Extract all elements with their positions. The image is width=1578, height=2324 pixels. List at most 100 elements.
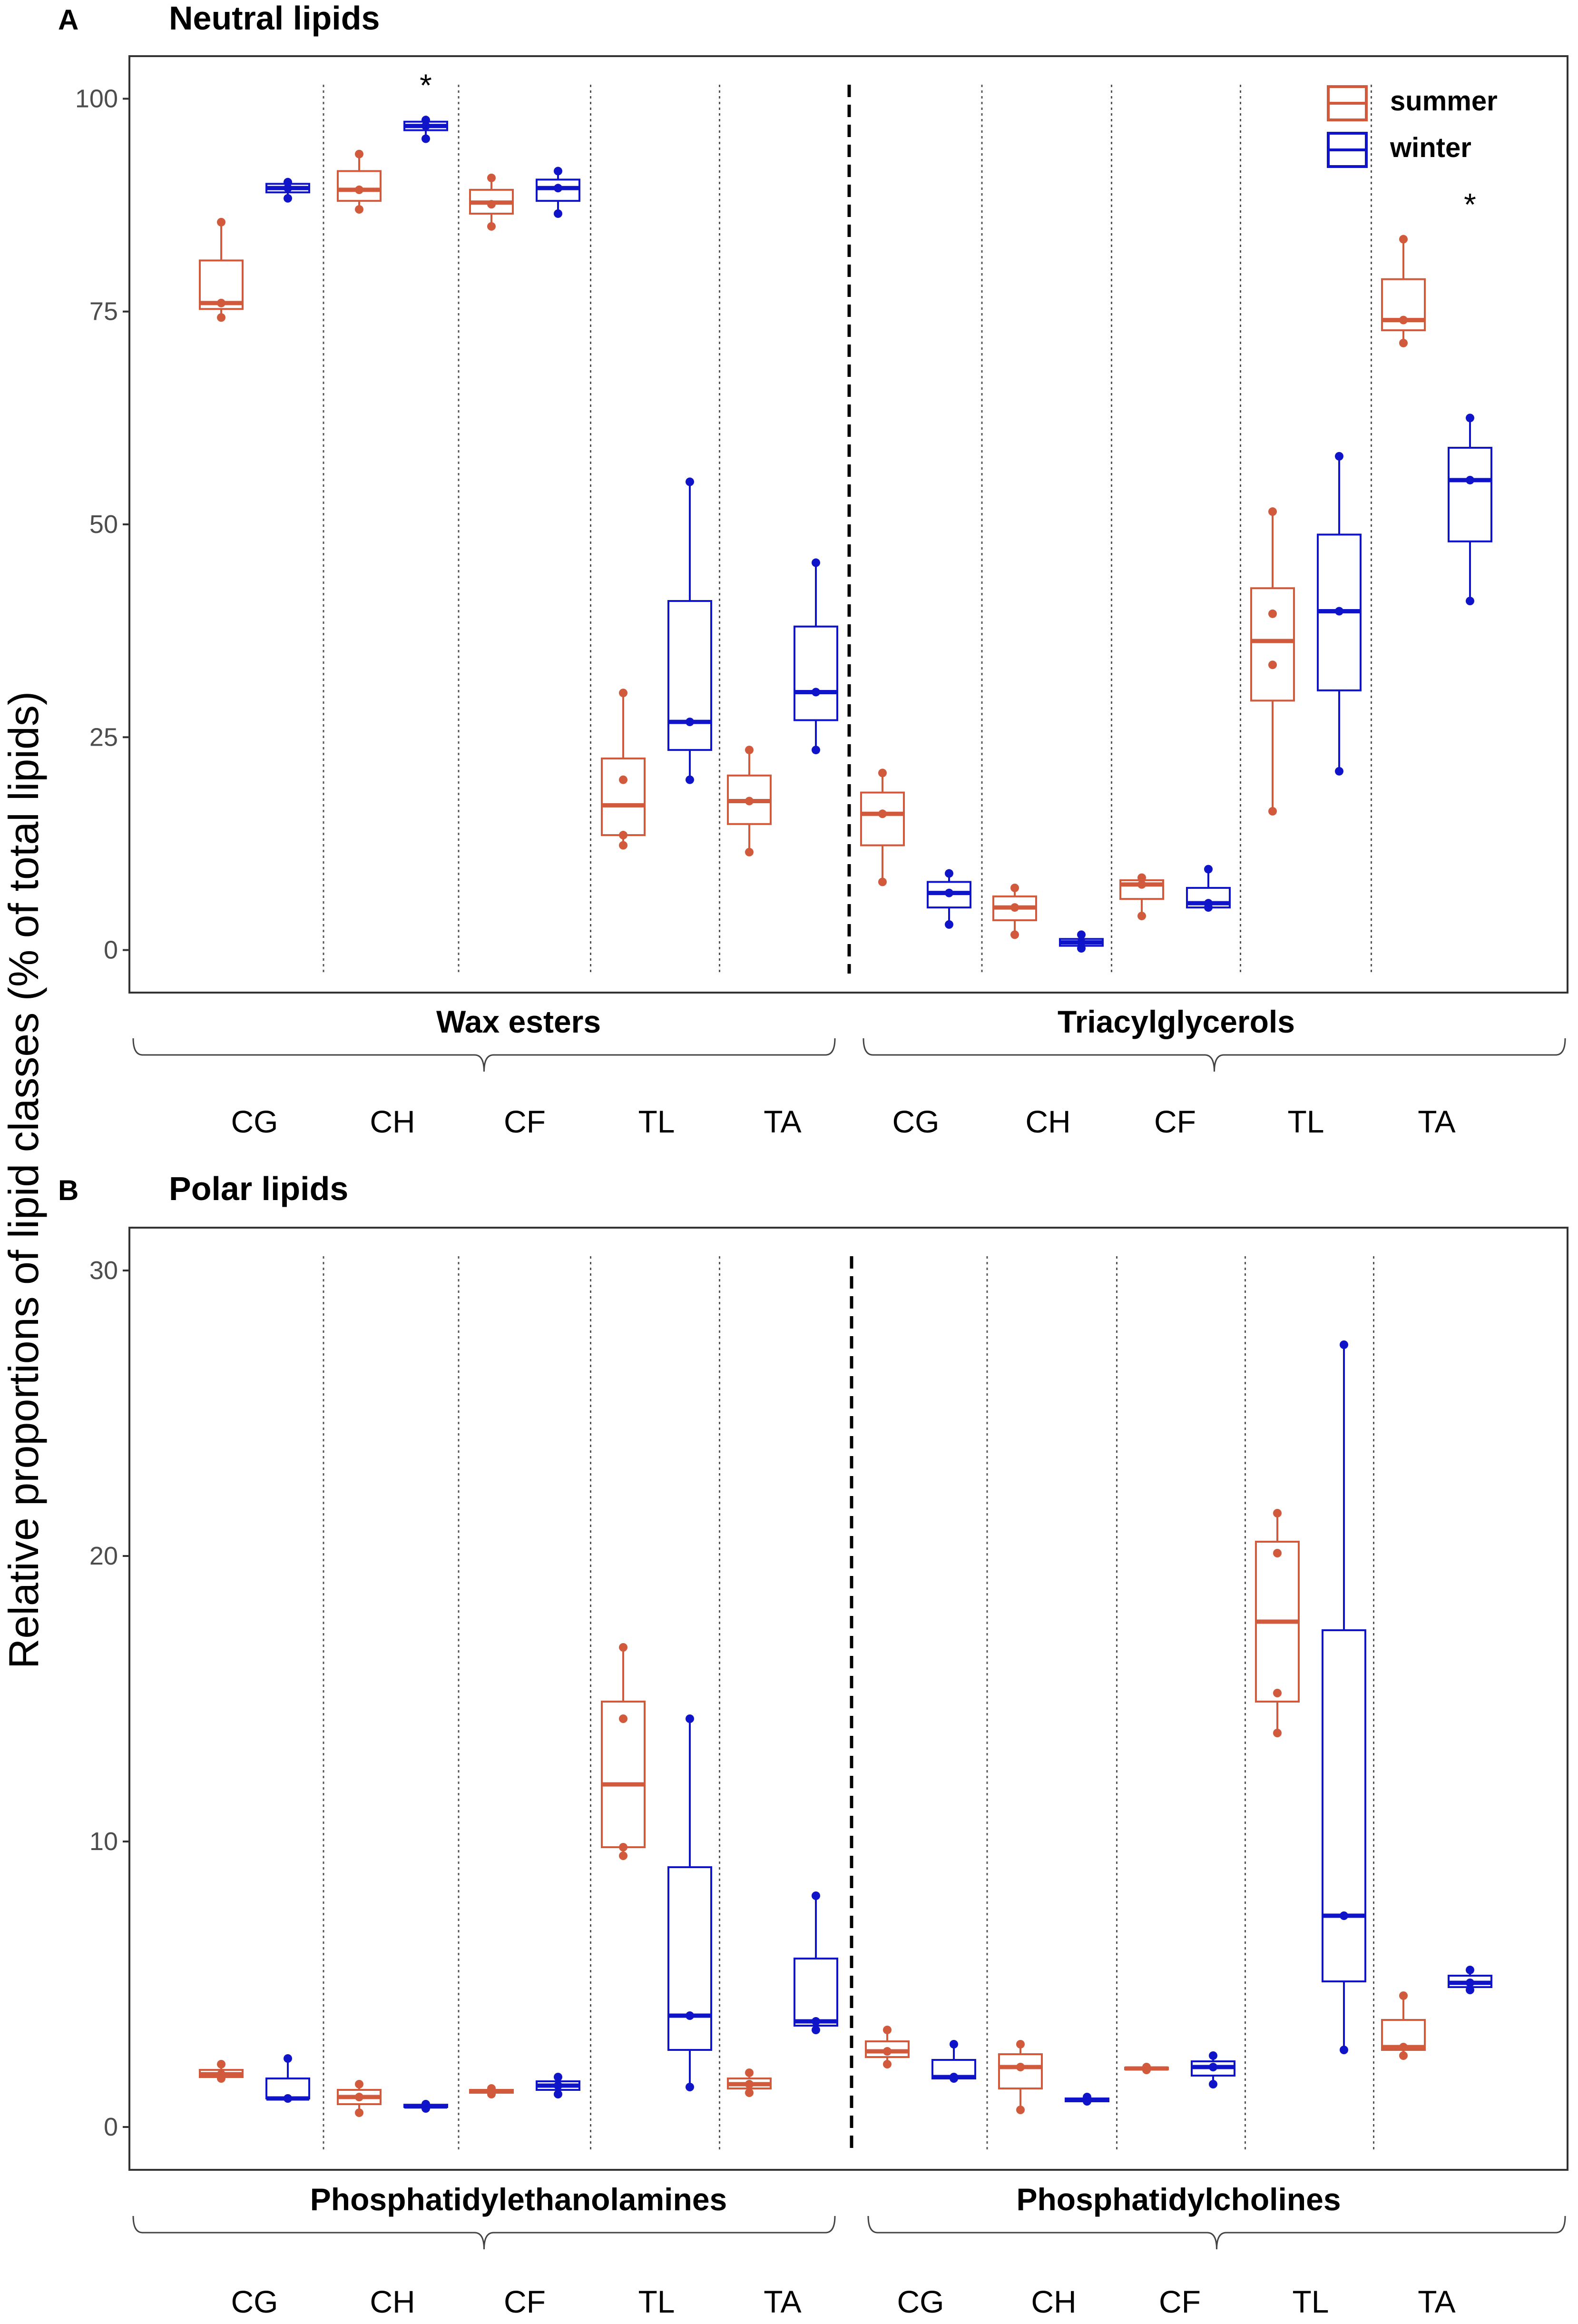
data-point bbox=[554, 2081, 562, 2090]
panel-a-box-winter-wax-esters-cf bbox=[536, 167, 580, 218]
data-point bbox=[1466, 414, 1474, 423]
data-point bbox=[1335, 607, 1343, 616]
data-point bbox=[1466, 1979, 1474, 1987]
data-point bbox=[1466, 597, 1474, 606]
data-point bbox=[355, 149, 363, 158]
data-point bbox=[1137, 880, 1146, 889]
box-iqr bbox=[794, 1958, 838, 2027]
data-point bbox=[421, 116, 430, 125]
panel-a-title: Neutral lipids bbox=[169, 0, 380, 37]
panel-b-box-winter-phosphatidylethanolamines-ch bbox=[403, 2100, 448, 2113]
panel-a-group-label: Triacylglycerols bbox=[1058, 1004, 1295, 1039]
data-point bbox=[878, 768, 887, 778]
data-point bbox=[1273, 1549, 1282, 1557]
panel-b-category-label: CH bbox=[370, 2284, 415, 2319]
data-point bbox=[686, 718, 694, 727]
data-point bbox=[355, 185, 363, 194]
data-point bbox=[1335, 767, 1343, 776]
panel-b-title: Polar lipids bbox=[169, 1170, 348, 1207]
panel-a-box-summer-wax-esters-cg bbox=[199, 217, 244, 322]
panel-a-box-summer-triacylglycerols-cf bbox=[1119, 873, 1164, 920]
data-point bbox=[1466, 1986, 1474, 1994]
panel-b-category-label: TL bbox=[638, 2284, 675, 2319]
panel-b-box-winter-phosphatidylcholines-tl bbox=[1322, 1340, 1366, 2054]
data-point bbox=[1010, 883, 1019, 892]
panel-b-box-summer-phosphatidylethanolamines-ta bbox=[727, 2068, 772, 2097]
panel-b-box-winter-phosphatidylcholines-cf bbox=[1191, 2051, 1235, 2088]
panel-b-plot-frame bbox=[128, 1227, 1568, 2171]
panel-a-y-tick-label: 75 bbox=[89, 297, 118, 326]
data-point bbox=[1077, 930, 1086, 939]
panel-b-box-winter-phosphatidylethanolamines-cg bbox=[265, 2054, 310, 2103]
data-point bbox=[1268, 660, 1277, 670]
data-point bbox=[950, 2040, 958, 2048]
panel-a-significance-star: * bbox=[420, 68, 432, 103]
data-point bbox=[217, 217, 225, 226]
data-point bbox=[1399, 2051, 1408, 2060]
data-point bbox=[1399, 235, 1408, 244]
panel-a-box-winter-wax-esters-ch bbox=[403, 116, 448, 143]
data-point bbox=[945, 888, 953, 897]
panel-b-category-label: TL bbox=[1292, 2284, 1329, 2319]
panel-b-box-summer-phosphatidylcholines-cg bbox=[865, 2026, 910, 2068]
data-point bbox=[619, 689, 627, 698]
data-point bbox=[1209, 2080, 1217, 2088]
panel-b-category-label: CF bbox=[504, 2284, 546, 2319]
data-point bbox=[950, 2073, 958, 2081]
data-point bbox=[487, 2084, 496, 2093]
data-point bbox=[1016, 2106, 1025, 2114]
data-point bbox=[812, 688, 820, 697]
panel-b-category-label: TA bbox=[764, 2284, 801, 2319]
data-point bbox=[745, 847, 754, 857]
data-point bbox=[1340, 1340, 1348, 1349]
panel-b-category-label: TA bbox=[1418, 2284, 1455, 2319]
panel-b-box-summer-phosphatidylcholines-tl bbox=[1255, 1509, 1300, 1737]
panel-b-box-winter-phosphatidylcholines-ch bbox=[1065, 2093, 1109, 2106]
panel-a-category-label: CH bbox=[370, 1104, 415, 1139]
data-point bbox=[355, 205, 363, 214]
data-point bbox=[421, 2100, 430, 2108]
data-point bbox=[1466, 475, 1474, 484]
data-point bbox=[217, 313, 225, 322]
panel-b-letter: B bbox=[58, 1174, 78, 1206]
panel-a-category-label: CF bbox=[504, 1104, 546, 1139]
panel-a-box-summer-wax-esters-tl bbox=[601, 689, 646, 850]
data-point bbox=[355, 2093, 363, 2101]
panel-b-group-label: Phosphatidylcholines bbox=[1016, 2182, 1341, 2217]
data-point bbox=[1268, 507, 1277, 516]
data-point bbox=[1016, 2040, 1025, 2048]
data-point bbox=[1335, 452, 1343, 461]
panel-a: A Neutral lipids 0 25 50 75 100 * Wax esters CG CH… bbox=[58, 0, 1568, 1139]
panel-a-box-summer-wax-esters-ta bbox=[727, 746, 772, 857]
data-point bbox=[1268, 807, 1277, 816]
data-point bbox=[1077, 938, 1086, 947]
data-point bbox=[619, 1714, 627, 1723]
panel-b-group-label: Phosphatidylethanolamines bbox=[310, 2182, 727, 2217]
panel-a-y-tick-label: 50 bbox=[89, 510, 118, 539]
box-iqr bbox=[667, 1866, 712, 2051]
panel-a-box-winter-wax-esters-tl bbox=[667, 477, 712, 784]
data-point bbox=[1204, 865, 1213, 874]
panel-a-category-label: CG bbox=[892, 1104, 940, 1139]
data-point bbox=[686, 775, 694, 784]
data-point bbox=[421, 121, 430, 130]
panel-a-group-brace bbox=[863, 1038, 1566, 1072]
data-point bbox=[812, 2026, 820, 2034]
data-point bbox=[1399, 1991, 1408, 2000]
panel-b-box-summer-phosphatidylcholines-ta bbox=[1381, 1991, 1426, 2060]
data-point bbox=[487, 222, 496, 231]
data-point bbox=[217, 2070, 225, 2078]
panel-a-box-summer-triacylglycerols-cg bbox=[860, 768, 905, 886]
box-iqr bbox=[667, 600, 712, 751]
box-iqr bbox=[794, 625, 838, 721]
data-point bbox=[1340, 1911, 1348, 1920]
data-point bbox=[619, 775, 627, 784]
panel-a-box-summer-triacylglycerols-ta bbox=[1381, 235, 1426, 347]
data-point bbox=[812, 558, 820, 567]
data-point bbox=[1077, 944, 1086, 953]
panel-b: B Polar lipids 0 10 20 30 Phosphatidylethanola… bbox=[58, 1170, 1568, 2319]
data-point bbox=[619, 841, 627, 850]
panel-b-y-tick-label: 10 bbox=[89, 1827, 118, 1856]
panel-b-box-summer-phosphatidylethanolamines-cg bbox=[199, 2060, 244, 2083]
data-point bbox=[1399, 2043, 1408, 2051]
